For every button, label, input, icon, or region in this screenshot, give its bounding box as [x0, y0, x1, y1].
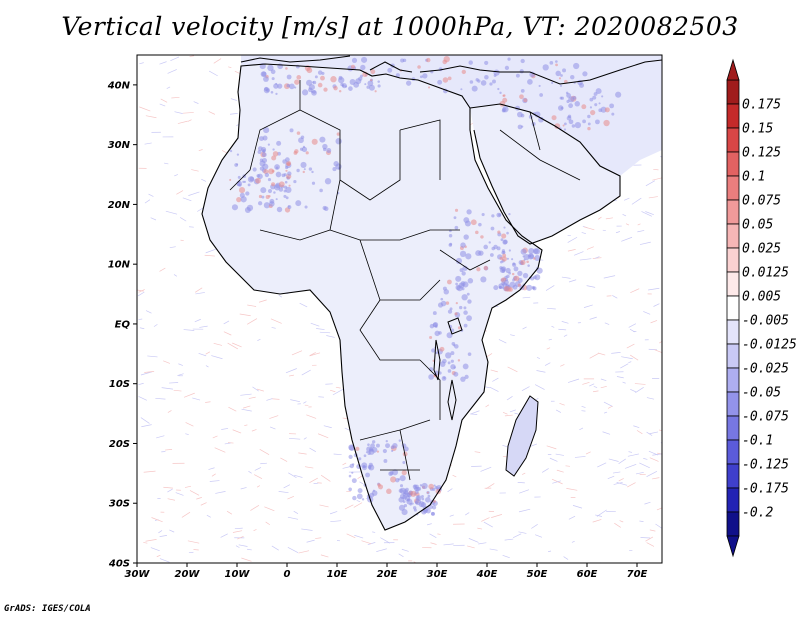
lon-tick-label: 40E [476, 569, 498, 580]
colorbar-label: -0.025 [742, 362, 789, 377]
lon-tick-label: 50E [527, 569, 548, 580]
lon-tick-label: 10W [225, 569, 251, 580]
colorbar-segment [726, 103, 740, 129]
colorbar-segment [726, 127, 740, 153]
plot-area [137, 55, 662, 563]
colorbar-label: 0.15 [742, 122, 773, 137]
colorbar-label: -0.0125 [742, 338, 797, 353]
arabia-coastline [469, 103, 621, 245]
grads-credit: GrADS: IGES/COLA [4, 604, 91, 614]
colorbar-label: 0.1 [742, 170, 765, 185]
lon-tick-label: 30W [125, 569, 151, 580]
lake-victoria [447, 317, 463, 335]
colorbar-segment [726, 415, 740, 441]
lat-tick-label: 30N [108, 140, 131, 151]
lon-tick-label: 0 [284, 569, 291, 580]
colorbar-segment [726, 391, 740, 417]
lon-tick-label: 10E [327, 569, 348, 580]
colorbar-segment [726, 295, 740, 321]
europe-coastline [240, 55, 662, 85]
country-borders [229, 80, 581, 481]
madagascar [505, 395, 539, 477]
lat-tick-label: 20N [108, 200, 131, 211]
colorbar-segment [726, 199, 740, 225]
land-velocity-texture [229, 55, 622, 516]
colorbar-label: 0.075 [742, 194, 781, 209]
colorbar-segment [726, 151, 740, 177]
colorbar-segment [726, 79, 740, 105]
colorbar-segment [726, 367, 740, 393]
colorbar-segment [726, 271, 740, 297]
colorbar-label: -0.1 [742, 434, 773, 449]
colorbar-segment [726, 343, 740, 369]
lon-tick-label: 60E [577, 569, 598, 580]
lake-tanganyika [433, 339, 441, 381]
longitude-axis: 30W 20W 10W 0 10E 20E 30E 40E 50E 60E 70E [125, 563, 648, 580]
colorbar-label: -0.2 [742, 506, 773, 521]
colorbar-label: 0.05 [742, 218, 773, 233]
lon-tick-label: 20W [175, 569, 201, 580]
colorbar-segment [726, 463, 740, 489]
colorbar-label: -0.175 [742, 482, 789, 497]
lat-tick-label: 20S [109, 439, 130, 450]
colorbar: 0.175 0.15 0.125 0.1 0.075 0.05 0.025 0.0125 0.0… [726, 58, 797, 558]
lat-tick-label: 10S [109, 379, 130, 390]
plot-frame [136, 54, 663, 564]
colorbar-segment [726, 247, 740, 273]
lon-tick-label: 70E [627, 569, 648, 580]
colorbar-label: 0.0125 [742, 266, 789, 281]
lon-tick-label: 20E [377, 569, 398, 580]
colorbar-label: 0.175 [742, 98, 781, 113]
colorbar-label: -0.05 [742, 386, 781, 401]
colorbar-label: -0.125 [742, 458, 789, 473]
lat-tick-label: 40N [107, 80, 131, 91]
colorbar-label: 0.025 [742, 242, 781, 257]
africa-coastline [201, 63, 543, 531]
colorbar-min-arrow [726, 535, 740, 558]
colorbar-segment [726, 511, 740, 537]
colorbar-label: -0.005 [742, 314, 789, 329]
lake-malawi [447, 379, 457, 421]
lat-tick-label: 30S [109, 499, 130, 510]
latitude-axis: 40N 30N 20N 10N EQ 10S 20S 30S 40S [107, 80, 137, 570]
colorbar-segment [726, 439, 740, 465]
africa-landmass [202, 64, 542, 530]
lat-tick-label: 10N [108, 260, 131, 271]
colorbar-segment [726, 223, 740, 249]
lat-tick-label: 40S [108, 559, 130, 570]
lat-tick-label: EQ [115, 319, 131, 330]
colorbar-label: 0.125 [742, 146, 781, 161]
colorbar-label: 0.005 [742, 290, 781, 305]
colorbar-segment [726, 487, 740, 513]
eurasia-landmass [241, 55, 662, 176]
colorbar-segment [726, 175, 740, 201]
colorbar-max-arrow [726, 58, 740, 81]
colorbar-segment [726, 319, 740, 345]
map-title: Vertical velocity [m/s] at 1000hPa, VT: … [61, 12, 739, 41]
arabian-peninsula [470, 104, 620, 244]
lon-tick-label: 30E [427, 569, 448, 580]
colorbar-label: -0.075 [742, 410, 789, 425]
